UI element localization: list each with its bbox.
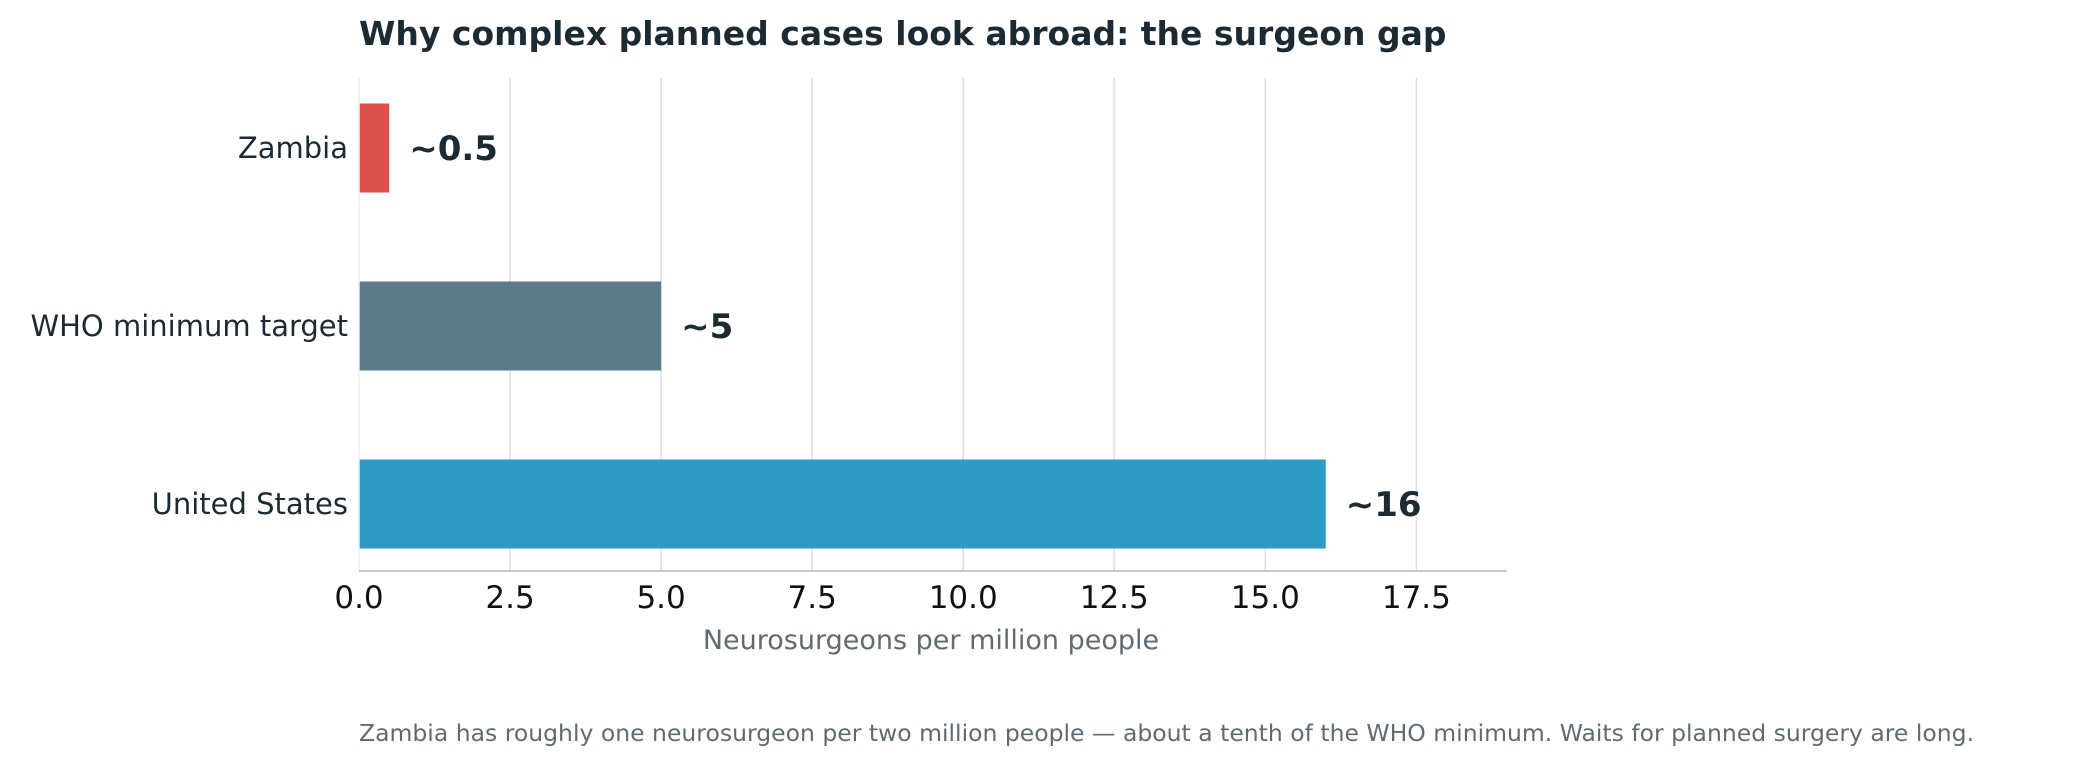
bar-value-label: ~5 [681,307,733,347]
labels: Zambia ~0.5 WHO minimum target ~5 United Sta… [30,129,1421,525]
chart-caption: Zambia has roughly one neurosurgeon per … [359,719,1974,747]
x-axis-title: Neurosurgeons per million people [703,625,1159,656]
x-tick-label: 7.5 [788,580,837,616]
bar-zambia [359,103,390,193]
x-tick-label: 0.0 [334,580,383,616]
category-label: United States [152,487,348,521]
bar-united-states [359,459,1326,549]
x-tick-label: 12.5 [1080,580,1149,616]
x-tick-label: 17.5 [1382,580,1451,616]
bar-who-minimum-target [359,281,662,371]
x-tick-label: 5.0 [636,580,685,616]
bar-value-label: ~0.5 [409,129,498,169]
category-label: WHO minimum target [30,309,348,343]
category-label: Zambia [238,131,348,165]
chart-title: Why complex planned cases look abroad: t… [359,14,1447,53]
x-tick-label: 2.5 [485,580,534,616]
bars [359,103,1326,549]
x-tick-label: 15.0 [1231,580,1300,616]
x-axis: 0.0 2.5 5.0 7.5 10.0 12.5 15.0 17.5 [334,78,1507,616]
grid-lines [509,78,1418,571]
bar-value-label: ~16 [1346,485,1422,525]
x-tick-label: 10.0 [929,580,998,616]
